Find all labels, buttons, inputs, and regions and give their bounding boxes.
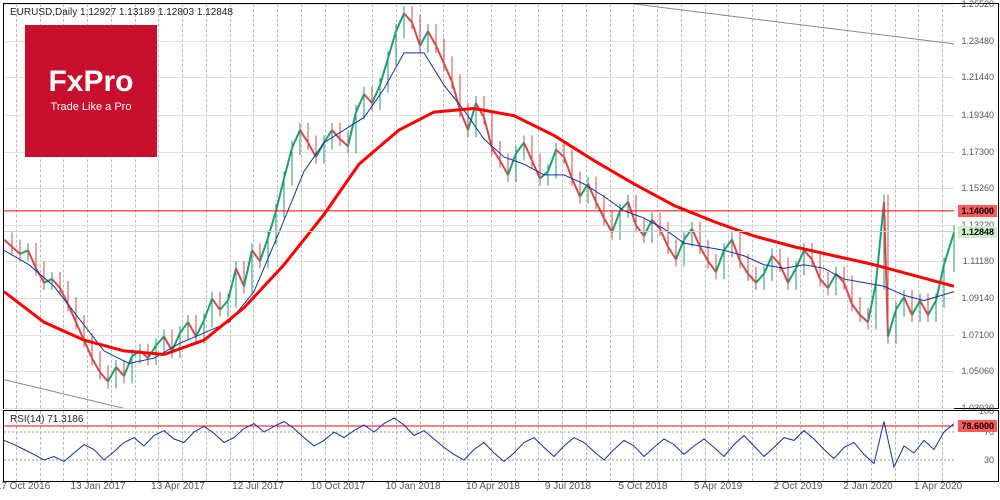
x-tick-label: 12 Jul 2017 [232, 481, 284, 492]
x-tick-label: 2 Oct 2019 [774, 481, 823, 492]
current-price-box: 1.12848 [958, 226, 997, 238]
x-tick-label: 1 Apr 2020 [914, 481, 962, 492]
resistance-level-box: 1.14000 [958, 205, 997, 217]
x-tick-label: 5 Oct 2018 [619, 481, 668, 492]
x-tick-label: 10 Jan 2018 [385, 481, 440, 492]
x-tick-label: 10 Oct 2017 [311, 481, 365, 492]
rsi-chart[interactable]: RSI(14) 71.3186 307010078.6000 [3, 410, 999, 482]
rsi-ref-box: 78.6000 [958, 420, 997, 432]
x-axis: 17 Oct 2016 13 Jan 2017 13 Apr 2017 12 Jul … [3, 481, 997, 499]
x-tick-label: 13 Jan 2017 [70, 481, 125, 492]
x-tick-label: 10 Apr 2018 [466, 481, 520, 492]
symbol-title: EURUSD,Daily 1.12927 1.13189 1.12803 1.1… [10, 7, 233, 18]
fxpro-logo: FxPro Trade Like a Pro [25, 25, 157, 157]
x-tick-label: 9 Jul 2018 [545, 481, 591, 492]
x-tick-label: 5 Apr 2019 [694, 481, 742, 492]
logo-line2: Trade Like a Pro [25, 101, 157, 113]
x-tick-label: 17 Oct 2016 [0, 481, 50, 492]
rsi-title: RSI(14) 71.3186 [10, 414, 83, 425]
x-tick-label: 13 Apr 2017 [151, 481, 205, 492]
logo-line1: FxPro [25, 65, 157, 99]
x-tick-label: 2 Jan 2020 [843, 481, 893, 492]
